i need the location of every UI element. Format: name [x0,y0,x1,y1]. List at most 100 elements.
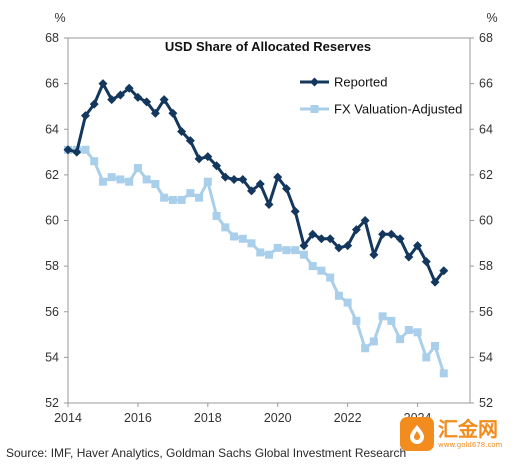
data-point-fx-valuation-adjusted [212,211,221,220]
data-point-reported [133,92,143,102]
data-point-fx-valuation-adjusted [238,234,247,243]
legend-item-reported: Reported [300,75,387,90]
data-point-fx-valuation-adjusted [352,316,361,325]
data-point-reported [72,147,82,157]
data-point-fx-valuation-adjusted [256,248,265,257]
x-tick-label: 2014 [54,411,82,425]
tick-labels: 52 52 54 54 56 56 58 58 60 60 62 62 64 64 66 66 68 68 2014… [45,31,493,425]
data-point-reported [264,200,274,210]
watermark-text: 汇金网 [438,417,498,441]
data-point-fx-valuation-adjusted [387,316,396,325]
legend-marker-reported [310,77,319,87]
data-point-reported [360,216,370,225]
data-point-fx-valuation-adjusted [116,175,125,184]
data-point-reported [63,145,73,155]
watermark: 汇金网 www.gold678.com [400,414,512,454]
data-point-fx-valuation-adjusted [413,328,422,337]
data-point-reported [98,79,108,89]
data-point-fx-valuation-adjusted [334,291,343,300]
data-point-reported [177,127,187,137]
data-point-fx-valuation-adjusted [404,326,413,334]
x-tick-label: 2020 [264,411,292,425]
data-point-fx-valuation-adjusted [326,273,335,282]
data-point-fx-valuation-adjusted [125,177,134,186]
y-tick-label-right: 52 [479,396,493,410]
data-point-fx-valuation-adjusted [107,173,116,182]
x-tick-label: 2022 [334,411,362,425]
plot-axes [64,37,474,407]
y-tick-label-right: 56 [479,305,493,319]
data-point-reported [299,241,309,251]
data-point-reported [316,234,326,244]
data-point-fx-valuation-adjusted [299,250,308,259]
data-point-fx-valuation-adjusted [186,189,195,198]
series-fx-valuation-adjusted [64,145,448,378]
data-point-fx-valuation-adjusted [343,298,352,307]
watermark-url: www.gold678.com [438,441,503,449]
data-point-reported [386,229,396,239]
data-point-fx-valuation-adjusted [439,369,448,378]
data-point-reported [378,229,388,239]
data-point-fx-valuation-adjusted [317,266,326,275]
data-point-reported [185,136,195,146]
data-point-fx-valuation-adjusted [160,193,169,202]
data-point-reported [413,241,423,251]
data-point-reported [395,234,405,244]
y-tick-label-left: 56 [45,305,59,319]
data-point-reported [308,229,318,239]
y-tick-label-right: 60 [479,214,493,228]
legend-marker-fx-valuation-adjusted [310,105,319,113]
data-point-fx-valuation-adjusted [431,341,440,350]
y-tick-label-left: 60 [45,214,59,228]
data-point-fx-valuation-adjusted [247,239,256,248]
data-point-fx-valuation-adjusted [195,193,204,202]
y-tick-label-left: 62 [45,168,59,182]
data-point-reported [247,186,257,196]
chart-title: USD Share of Allocated Reserves [165,39,371,54]
data-point-reported [351,225,361,235]
data-point-reported [124,83,134,93]
data-point-reported [325,234,335,244]
x-tick-label: 2016 [124,411,152,425]
data-point-fx-valuation-adjusted [361,344,370,353]
data-point-fx-valuation-adjusted [396,335,405,344]
data-point-fx-valuation-adjusted [221,223,230,232]
data-point-reported [369,250,379,260]
data-point-reported [194,154,204,164]
right-axis-unit: % [486,11,497,25]
data-point-fx-valuation-adjusted [291,246,300,255]
y-tick-label-left: 64 [45,122,59,136]
data-point-reported [281,184,291,194]
data-point-reported [430,277,440,287]
y-tick-label-right: 68 [479,31,493,45]
y-tick-label-left: 54 [45,350,59,364]
data-point-reported [142,97,152,107]
data-point-reported [107,95,117,105]
data-point-fx-valuation-adjusted [142,175,151,184]
series-layer [63,79,449,378]
data-point-fx-valuation-adjusted [369,337,378,346]
data-point-fx-valuation-adjusted [273,243,282,252]
y-tick-label-left: 58 [45,259,59,273]
data-point-fx-valuation-adjusted [308,262,317,271]
y-tick-label-left: 66 [45,77,59,91]
data-point-fx-valuation-adjusted [90,157,99,166]
watermark-logo-icon [400,417,434,451]
data-point-reported [80,111,90,121]
y-tick-label-right: 66 [479,77,493,91]
data-point-fx-valuation-adjusted [282,246,291,255]
y-tick-label-right: 62 [479,168,493,182]
data-point-fx-valuation-adjusted [98,177,107,186]
data-point-reported [439,266,449,276]
data-point-reported [229,174,239,184]
left-axis-unit: % [54,11,65,25]
y-tick-label-left: 68 [45,31,59,45]
legend-item-fx-valuation-adjusted: FX Valuation-Adjusted [300,102,462,117]
y-tick-label-right: 58 [479,259,493,273]
data-point-reported [273,172,283,182]
data-point-reported [404,252,414,262]
data-point-fx-valuation-adjusted [265,250,273,259]
legend: Reported FX Valuation-Adjusted [300,75,462,117]
data-point-reported [343,241,353,251]
